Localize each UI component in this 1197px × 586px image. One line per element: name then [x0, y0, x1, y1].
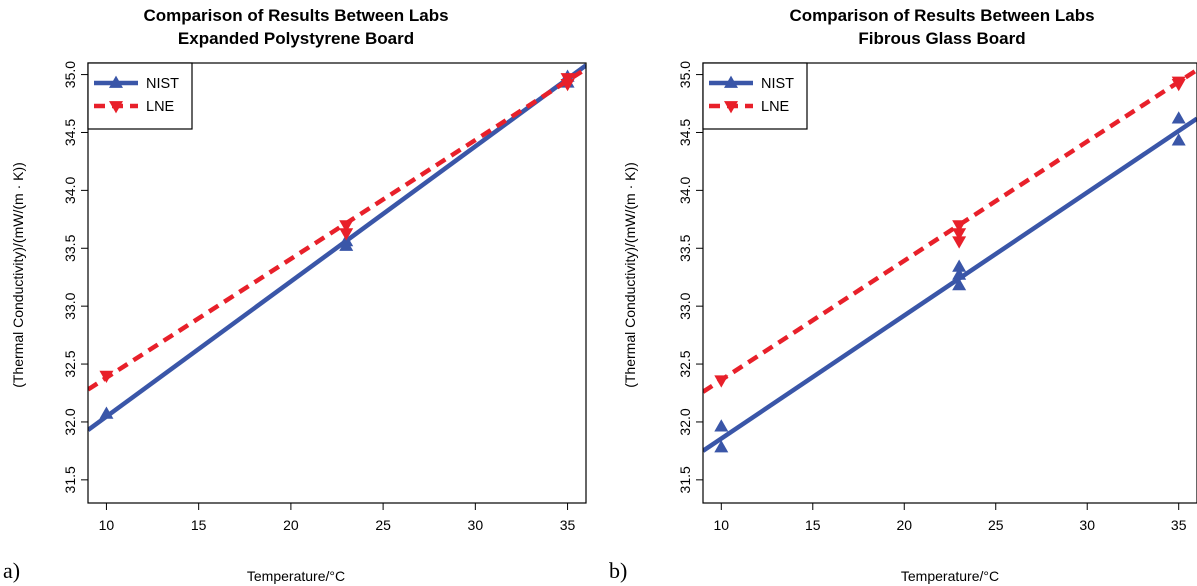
- panel-b-y-tick-label: 33.0: [677, 292, 693, 319]
- panel-a-lne-point: [560, 78, 575, 92]
- panel-b-lne-point: [714, 375, 729, 388]
- panel-b-lne-fit-line: [703, 68, 1197, 394]
- panel-b-y-tick-label: 31.5: [677, 466, 693, 493]
- panel-a-letter: a): [3, 558, 20, 583]
- panel-a-y-tick-label: 35.0: [62, 61, 78, 88]
- panel-b-series-layer: [703, 68, 1197, 453]
- panel-a-lne-point: [339, 220, 354, 233]
- panel-b-lne-point: [952, 220, 967, 233]
- panel-a-legend-swatch-marker: [109, 75, 123, 88]
- panel-b-legend: NIST LNE: [702, 62, 808, 130]
- panel-b-nist-point: [1171, 133, 1186, 146]
- panel-a-frame: [87, 62, 587, 504]
- panel-b-lne-point: [1171, 78, 1186, 92]
- panel-b-y-tick-label: 32.5: [677, 350, 693, 377]
- panel-b-nist-fit-line: [703, 116, 1197, 453]
- panel-a-x-tick-label: 10: [99, 517, 115, 533]
- panel-b-lne-point: [952, 228, 967, 241]
- panel-a-legend-label: LNE: [146, 99, 175, 115]
- panel-b-x-tick-label: 10: [714, 517, 730, 533]
- panel-a-y-tick-label: 34.5: [62, 119, 78, 146]
- panel-b-nist-point: [1171, 111, 1186, 124]
- panel-b-legend-swatch-marker: [724, 101, 738, 114]
- panel-b-x-tick-label: 15: [805, 517, 821, 533]
- panel-a-y-tick-label: 32.5: [62, 350, 78, 377]
- panel-b-y-tick-label: 34.5: [677, 119, 693, 146]
- panel-b-legend-swatch-marker: [724, 75, 738, 88]
- panel-a-x-tick-label: 20: [283, 517, 299, 533]
- panel-a-subtitle: Expanded Polystyrene Board: [178, 29, 414, 48]
- panel-a-legend-box: [87, 62, 193, 130]
- panel-b-nist-point: [952, 267, 967, 280]
- panel-b-x-tick-label: 20: [896, 517, 912, 533]
- panel-a-x-axis-label: Temperature/°C: [247, 568, 345, 584]
- panel-b-nist-point: [952, 277, 967, 291]
- panel-b-nist-point: [714, 440, 729, 453]
- panel-b-frame: [702, 62, 1197, 504]
- panel-a-x-tick-label: 35: [560, 517, 576, 533]
- panel-b-y-tick-label: 35.0: [677, 61, 693, 88]
- panel-a-legend-swatch-marker: [109, 101, 123, 114]
- panel-b-nist-point: [952, 259, 967, 272]
- panel-a-x-tick-label: 25: [375, 517, 391, 533]
- panel-a-series-layer: [88, 63, 586, 432]
- panel-a-x-tick-label: 15: [191, 517, 207, 533]
- panel-a-nist-fit-line: [88, 63, 586, 432]
- panel-a-lne-point: [339, 228, 354, 241]
- panel-b-legend-label: LNE: [761, 99, 790, 115]
- panel-b-legend-box: [702, 62, 808, 130]
- panel-b-plot-area: 10 15 20 25 30 35 31.5 32.0 32.5 33.0 33.5 34.0 34.5…: [677, 61, 1197, 533]
- panel-a-y-tick-label: 33.5: [62, 234, 78, 261]
- panel-b-x-tick-label: 35: [1171, 517, 1187, 533]
- panel-a-lne-point: [99, 370, 114, 383]
- panel-a-y-axis-label: (Thermal Conductivity)/(mW/(m · K)): [10, 162, 26, 388]
- panel-b-y-axis-label: (Thermal Conductivity)/(mW/(m · K)): [622, 162, 638, 388]
- panel-b-x-axis-label: Temperature/°C: [901, 568, 999, 584]
- panel-b-title: Comparison of Results Between Labs: [789, 6, 1094, 25]
- panel-b-y-tick-label: 34.0: [677, 177, 693, 204]
- panel-a-lne-fit-line: [88, 66, 586, 392]
- panel-b-y-tick-label: 33.5: [677, 234, 693, 261]
- panel-b-subtitle: Fibrous Glass Board: [858, 29, 1025, 48]
- panel-a-plot-area: 10 15 20 25 30 35 31.5 32.0 32.5 33.0 33.5 34.0 34.5…: [62, 61, 587, 533]
- panel-a-x-tick-label: 30: [468, 517, 484, 533]
- panel-a-legend-label: NIST: [146, 76, 179, 92]
- panel-a-nist-point: [99, 406, 114, 419]
- panel-b-lne-point: [952, 236, 967, 249]
- panel-b: Comparison of Results Between Labs Fibro…: [609, 6, 1197, 584]
- panel-a-y-tick-label: 31.5: [62, 466, 78, 493]
- panel-a-legend: NIST LNE: [87, 62, 193, 130]
- panel-b-y-tick-label: 32.0: [677, 408, 693, 435]
- panel-a-y-tick-label: 34.0: [62, 177, 78, 204]
- panel-b-x-tick-label: 25: [988, 517, 1004, 533]
- panel-a-y-tick-label: 32.0: [62, 408, 78, 435]
- panel-a-y-tick-label: 33.0: [62, 292, 78, 319]
- panel-b-letter: b): [609, 558, 627, 583]
- panel-b-legend-label: NIST: [761, 76, 794, 92]
- panel-a: Comparison of Results Between Labs Expan…: [3, 6, 587, 584]
- panel-a-title: Comparison of Results Between Labs: [143, 6, 448, 25]
- panel-b-nist-point: [714, 419, 729, 432]
- panel-b-x-tick-label: 30: [1079, 517, 1095, 533]
